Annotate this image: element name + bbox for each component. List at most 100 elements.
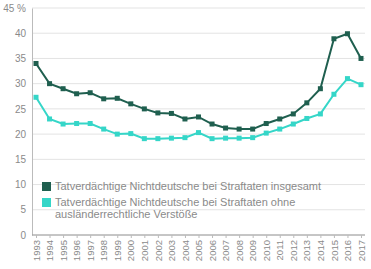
grid-line [32,83,365,84]
marker [264,121,269,126]
marker [88,90,93,95]
legend: Tatverdächtige Nichtdeutsche bei Strafta… [42,180,321,220]
y-tick: 35 [15,53,32,64]
y-axis: 051015202530354045 % [3,3,32,241]
chart: 051015202530354045 %19931994199519961997… [0,0,371,269]
y-axis-line [32,9,33,236]
marker [264,131,269,136]
x-tick-label: 2001 [139,240,150,261]
marker [359,56,364,61]
marker [304,116,309,121]
x-tick: 2005 [193,235,204,261]
marker [115,132,120,137]
x-tick: 2010 [261,235,272,261]
x-tick-mark [293,235,294,238]
marker [237,127,242,132]
marker [169,136,174,141]
x-tick-mark [117,235,118,238]
x-tick-label: 2000 [125,240,136,261]
legend-label: Tatverdächtige Nichtdeutsche bei Strafta… [55,196,295,220]
x-tick-mark [239,235,240,238]
x-tick: 2008 [234,235,245,261]
marker [277,127,282,132]
grid-line [32,33,365,34]
y-tick-label: 45 % [3,3,26,14]
y-tick-label: 5 [20,204,26,215]
x-tick-mark [144,235,145,238]
x-tick-mark [104,235,105,238]
x-tick-mark [63,235,64,238]
x-tick: 1995 [58,235,69,261]
x-tick: 1997 [85,235,96,261]
x-tick-label: 1995 [58,240,69,261]
x-tick: 1996 [71,235,82,261]
x-tick: 2015 [329,235,340,261]
x-tick: 2013 [301,235,312,261]
marker [318,111,323,116]
x-tick: 2014 [315,235,326,261]
x-tick: 1993 [31,235,42,261]
y-tick-label: 20 [15,129,27,140]
y-tick: 25 [15,104,32,115]
y-tick: 40 [15,28,32,39]
x-tick-mark [253,235,254,238]
legend-swatch [42,198,51,207]
marker [169,111,174,116]
x-tick-label: 2004 [180,240,191,261]
marker [210,122,215,127]
marker [128,101,133,106]
marker [359,82,364,87]
x-tick: 1994 [44,235,55,261]
marker [182,135,187,140]
x-tick: 2000 [125,235,136,261]
marker [331,92,336,97]
x-tick: 2009 [247,235,258,261]
x-tick-label: 2013 [301,240,312,261]
y-tick: 0 [20,230,32,241]
grid-line [32,108,365,109]
x-tick-mark [212,235,213,238]
x-tick: 2002 [153,235,164,261]
x-tick-label: 2010 [261,240,272,261]
marker [142,106,147,111]
marker [101,127,106,132]
x-tick-label: 1998 [98,240,109,261]
x-tick-label: 2017 [356,240,367,261]
x-tick-label: 1999 [112,240,123,261]
x-tick: 2007 [220,235,231,261]
grid-line [32,159,365,160]
marker [318,86,323,91]
marker [277,116,282,121]
grid-line [32,58,365,59]
x-tick-label: 2011 [274,240,285,260]
marker [304,100,309,105]
x-tick-mark [266,235,267,238]
markers [34,76,364,141]
x-tick: 2012 [288,235,299,261]
x-tick-mark [171,235,172,238]
marker [115,96,120,101]
marker [196,130,201,135]
x-tick: 2011 [274,235,285,260]
x-tick-mark [280,235,281,238]
marker [223,136,228,141]
x-tick-mark [334,235,335,238]
x-tick-label: 2007 [220,240,231,261]
x-tick-label: 2005 [193,240,204,261]
y-tick: 30 [15,78,32,89]
series-line [36,79,361,139]
marker [88,121,93,126]
x-tick-mark [185,235,186,238]
y-tick-label: 30 [15,78,27,89]
y-tick: 5 [20,204,32,215]
x-tick: 2004 [180,235,191,261]
marker [47,116,52,121]
plot-area [34,31,364,141]
x-tick-label: 2016 [342,240,353,261]
marker [142,136,147,141]
marker [155,136,160,141]
series-line [36,34,361,129]
marker [34,95,39,100]
y-tick-label: 40 [15,28,27,39]
x-tick-label: 2008 [234,240,245,261]
